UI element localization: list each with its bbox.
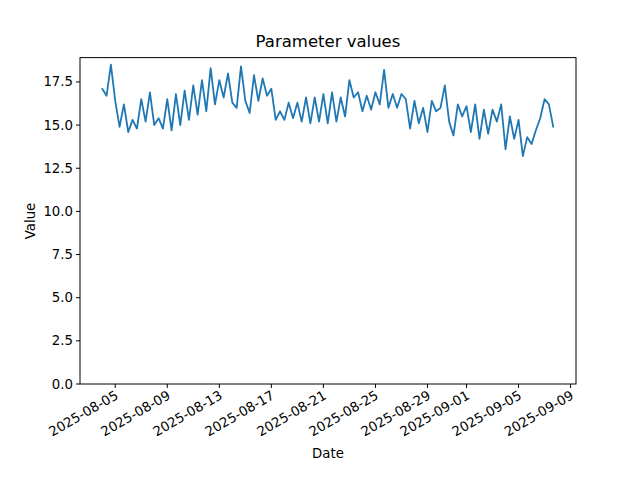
y-tick-label: 10.0 xyxy=(43,204,73,219)
x-axis-label: Date xyxy=(80,446,576,461)
y-tick-label: 12.5 xyxy=(43,161,73,176)
y-tick-label: 0.0 xyxy=(52,377,73,392)
data-line xyxy=(102,65,553,156)
y-tick-label: 2.5 xyxy=(52,333,73,348)
y-tick-label: 7.5 xyxy=(52,247,73,262)
y-tick-label: 15.0 xyxy=(43,118,73,133)
y-tick-label: 5.0 xyxy=(52,290,73,305)
line-chart: 0.02.55.07.510.012.515.017.52025-08-0520… xyxy=(0,0,640,480)
figure: 0.02.55.07.510.012.515.017.52025-08-0520… xyxy=(0,0,640,480)
chart-title: Parameter values xyxy=(80,32,576,51)
y-tick-label: 17.5 xyxy=(43,74,73,89)
y-axis-label: Value xyxy=(23,203,38,240)
